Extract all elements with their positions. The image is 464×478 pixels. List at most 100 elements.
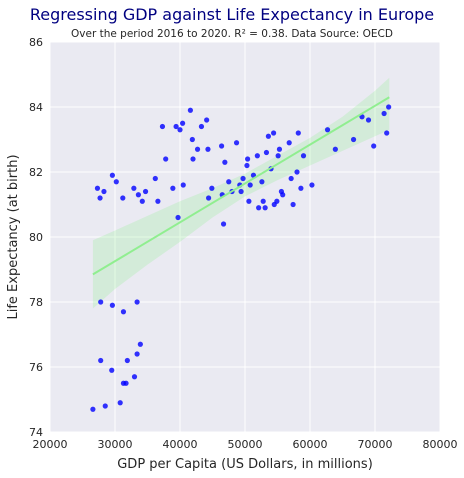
data-point xyxy=(101,188,107,195)
x-tick-label: 80000 xyxy=(423,438,458,451)
data-point xyxy=(384,130,390,136)
x-tick-label: 30000 xyxy=(98,438,133,451)
data-point xyxy=(131,185,137,191)
y-tick-label: 78 xyxy=(29,296,43,309)
data-point xyxy=(124,357,130,364)
y-tick-labels: 74 76 78 80 82 84 86 xyxy=(29,36,43,439)
data-point xyxy=(350,136,357,143)
data-point xyxy=(286,140,292,146)
data-point xyxy=(170,185,176,191)
data-point xyxy=(206,195,212,201)
data-point xyxy=(265,133,271,139)
regression-line-group xyxy=(92,96,390,276)
data-point xyxy=(247,182,253,188)
grid-lines xyxy=(49,41,441,433)
data-point xyxy=(220,221,227,227)
data-point xyxy=(300,153,307,159)
data-point xyxy=(152,175,158,182)
data-point xyxy=(134,351,140,357)
data-point xyxy=(205,146,211,152)
data-point xyxy=(98,357,104,364)
data-point xyxy=(226,179,232,185)
data-point xyxy=(259,179,265,185)
data-point xyxy=(386,104,392,110)
data-point xyxy=(190,156,196,162)
data-point xyxy=(365,117,372,123)
data-point xyxy=(256,205,262,211)
data-point xyxy=(295,130,301,136)
data-point xyxy=(290,201,296,208)
data-point xyxy=(260,198,266,204)
data-point xyxy=(240,175,246,182)
data-point xyxy=(175,214,181,221)
data-point xyxy=(245,156,251,162)
data-point xyxy=(113,179,119,185)
data-point xyxy=(246,198,252,204)
regression-line xyxy=(92,96,390,276)
data-point xyxy=(271,130,277,136)
data-point xyxy=(309,182,315,188)
data-point xyxy=(324,127,331,133)
data-point xyxy=(198,123,205,130)
x-tick-label: 70000 xyxy=(358,438,393,451)
data-point xyxy=(120,195,126,201)
data-point xyxy=(263,149,270,156)
data-point xyxy=(163,156,169,162)
data-point xyxy=(109,302,115,308)
chart-subtitle: Over the period 2016 to 2020. R² = 0.38.… xyxy=(71,28,393,40)
data-point xyxy=(109,367,115,373)
y-tick-label: 86 xyxy=(29,36,43,49)
data-point xyxy=(276,146,283,152)
data-point xyxy=(381,110,387,117)
data-point xyxy=(244,162,250,169)
data-point xyxy=(159,123,166,130)
data-point xyxy=(288,175,294,182)
data-point xyxy=(294,169,300,175)
data-point xyxy=(120,309,127,315)
x-axis-label: GDP per Capita (US Dollars, in millions) xyxy=(117,457,373,472)
data-point xyxy=(187,107,193,113)
y-tick-label: 82 xyxy=(29,166,43,179)
x-tick-label: 50000 xyxy=(228,438,263,451)
data-point xyxy=(180,182,186,188)
data-point xyxy=(233,140,240,146)
data-point xyxy=(274,198,280,204)
data-point xyxy=(135,192,141,198)
data-point xyxy=(371,143,377,149)
data-point xyxy=(332,146,338,152)
data-point xyxy=(117,400,123,406)
data-point xyxy=(180,120,186,126)
data-point xyxy=(142,188,149,195)
data-point xyxy=(139,198,145,204)
x-tick-label: 60000 xyxy=(293,438,328,451)
y-tick-label: 84 xyxy=(29,101,43,114)
y-tick-label: 74 xyxy=(29,426,43,439)
data-point xyxy=(298,185,304,191)
data-point xyxy=(123,380,129,386)
data-point xyxy=(131,374,138,380)
data-point xyxy=(222,159,228,165)
data-point xyxy=(102,403,108,409)
data-point xyxy=(97,195,103,201)
data-point xyxy=(280,192,286,198)
data-point xyxy=(134,299,140,305)
data-point xyxy=(94,185,101,191)
data-point xyxy=(98,299,104,305)
data-point xyxy=(189,136,195,143)
data-point xyxy=(194,146,201,152)
data-point xyxy=(109,172,115,178)
y-tick-label: 76 xyxy=(29,361,43,374)
data-point xyxy=(204,117,210,123)
data-point xyxy=(177,127,183,133)
y-tick-label: 80 xyxy=(29,231,43,244)
x-tick-labels: 20000 30000 40000 50000 60000 70000 80000 xyxy=(33,438,458,451)
data-point xyxy=(90,406,96,412)
data-point xyxy=(262,205,268,211)
x-tick-label: 40000 xyxy=(163,438,198,451)
data-point xyxy=(209,185,215,191)
y-axis-label: Life Expectancy (at birth) xyxy=(6,154,21,319)
x-tick-label: 20000 xyxy=(33,438,68,451)
data-point xyxy=(275,153,281,159)
chart-title: Regressing GDP against Life Expectancy i… xyxy=(29,5,435,24)
data-point xyxy=(173,123,179,130)
